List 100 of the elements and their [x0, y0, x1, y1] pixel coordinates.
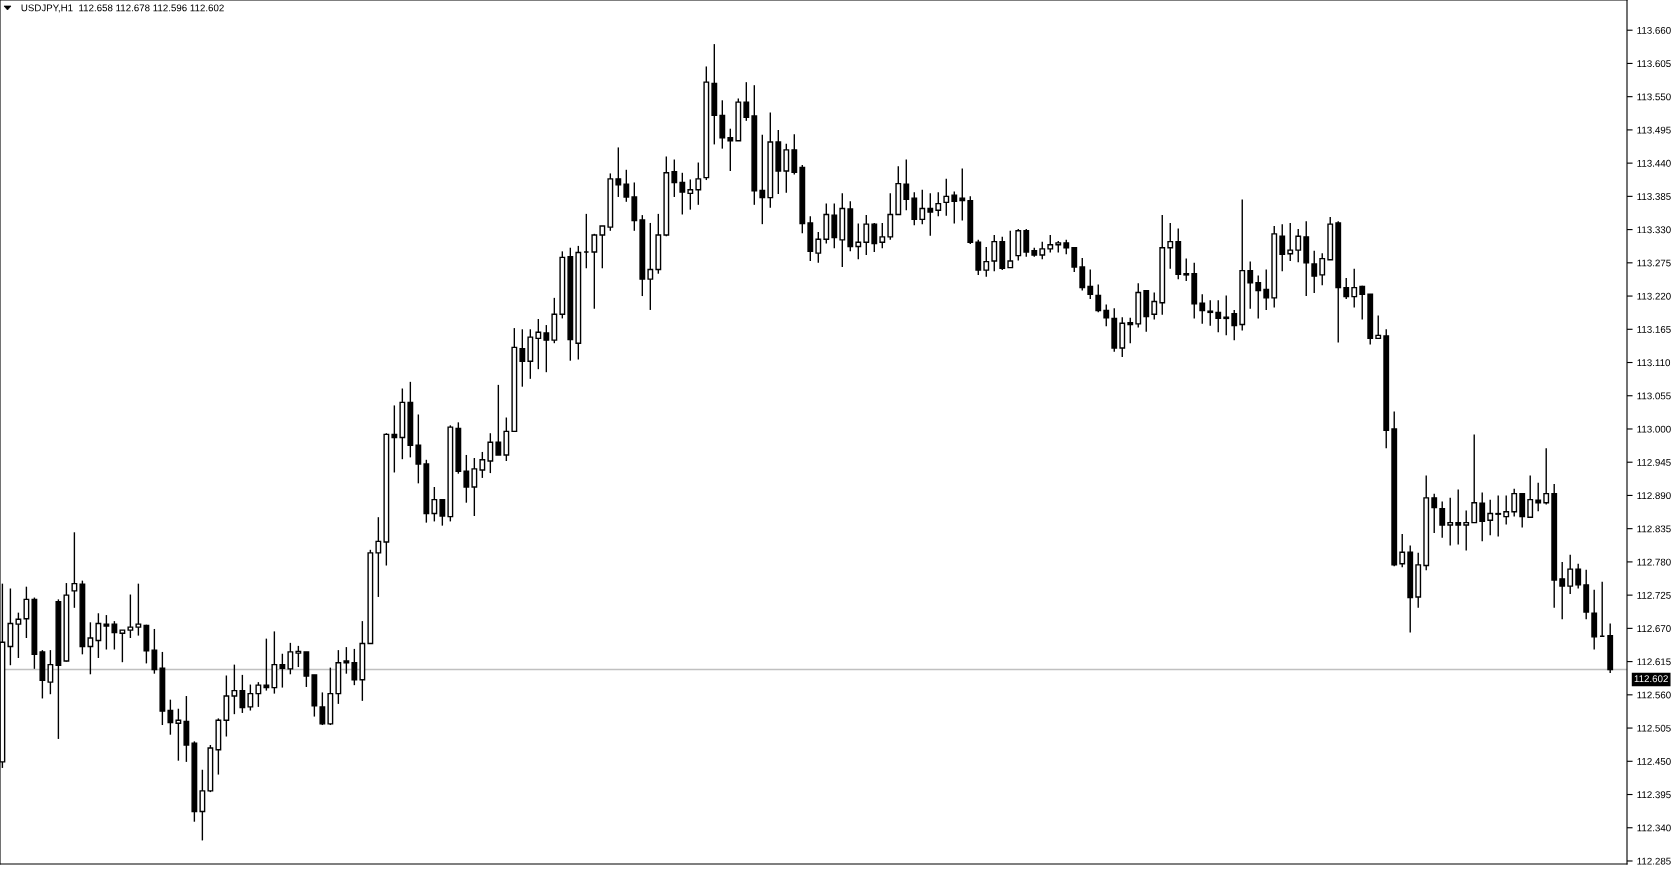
candlestick — [287, 642, 294, 675]
candlestick — [687, 178, 694, 211]
candlestick — [23, 585, 30, 639]
candlestick — [295, 645, 302, 668]
candlestick — [479, 451, 486, 479]
candlestick — [391, 404, 398, 474]
y-tick-label: 113.495 — [1637, 126, 1671, 134]
candlestick — [1479, 491, 1486, 543]
y-tick-label: 113.440 — [1637, 159, 1671, 167]
candlestick — [1319, 252, 1326, 286]
candlestick — [1495, 494, 1502, 538]
candlestick — [1591, 589, 1598, 651]
candlestick — [231, 663, 238, 715]
candlestick — [1487, 498, 1494, 537]
y-tick-label: 113.550 — [1637, 93, 1671, 101]
candlestick — [1431, 492, 1438, 534]
candlestick — [271, 630, 278, 695]
y-tick-label: 112.945 — [1637, 458, 1671, 466]
candlestick — [1279, 223, 1286, 272]
candlestick — [7, 587, 14, 666]
candlestick — [783, 143, 790, 194]
candlestick — [615, 146, 622, 198]
candlestick — [599, 225, 606, 269]
candlestick — [247, 683, 254, 712]
candlestick — [927, 192, 934, 237]
candlestick — [375, 516, 382, 598]
candlestick — [911, 191, 918, 227]
candlestick — [1519, 492, 1526, 529]
candlestick — [543, 324, 550, 373]
y-tick-label: 112.505 — [1637, 724, 1671, 732]
candlestick — [887, 192, 894, 241]
candlestick — [175, 708, 182, 762]
candlestick — [111, 620, 118, 651]
candlestick — [119, 629, 126, 663]
y-tick-label: 112.395 — [1637, 791, 1671, 799]
candlestick — [151, 628, 158, 675]
y-tick-label: 113.330 — [1637, 226, 1671, 234]
candlestick — [671, 158, 678, 198]
candlestick — [1455, 488, 1462, 546]
candlestick — [983, 246, 990, 278]
candlestick — [855, 222, 862, 260]
y-tick-label: 112.285 — [1637, 857, 1671, 865]
candlestick — [1151, 291, 1158, 321]
candlestick — [991, 234, 998, 272]
candlestick — [1215, 299, 1222, 334]
candlestick — [791, 133, 798, 176]
candlestick — [1199, 293, 1206, 325]
y-tick-label: 113.110 — [1637, 359, 1671, 367]
ref-line-label: 112.602 — [1634, 675, 1668, 683]
y-tick-label: 112.780 — [1637, 558, 1671, 566]
candlestick — [943, 178, 950, 217]
candlestick — [1535, 482, 1542, 512]
candlestick — [1511, 488, 1518, 518]
candlestick — [695, 161, 702, 206]
candlestick — [183, 695, 190, 763]
candlestick — [1223, 294, 1230, 337]
candlestick — [263, 637, 270, 692]
candlestick — [87, 621, 94, 675]
candlestick — [1567, 553, 1574, 595]
y-tick-label: 112.835 — [1637, 525, 1671, 533]
candlestick — [503, 416, 510, 462]
candlestick — [1167, 222, 1174, 270]
candlestick — [647, 222, 654, 311]
y-tick-label: 112.890 — [1637, 492, 1671, 500]
candlestick — [463, 454, 470, 504]
candlestick — [1447, 497, 1454, 547]
candlestick — [879, 222, 886, 250]
candlestick — [1183, 257, 1190, 282]
candlestick — [439, 498, 446, 527]
candlestick — [1263, 268, 1270, 311]
candlestick — [431, 486, 438, 523]
chart-title: USDJPY,H1 112.658 112.678 112.596 112.602 — [21, 4, 224, 13]
candlestick — [679, 172, 686, 216]
candlestick — [343, 646, 350, 675]
candlestick — [1375, 314, 1382, 340]
candlestick — [1007, 230, 1014, 269]
candlestick — [239, 674, 246, 714]
y-tick-label: 112.450 — [1637, 758, 1671, 765]
candlestick — [1471, 433, 1478, 524]
candlestick — [1295, 228, 1302, 263]
y-tick-label: 112.615 — [1637, 658, 1671, 666]
y-tick-label: 113.000 — [1637, 425, 1671, 433]
candlestick — [1095, 283, 1102, 314]
candlestick — [951, 190, 958, 225]
candlestick — [471, 457, 478, 517]
candlestick — [15, 611, 22, 659]
candlestick — [1399, 533, 1406, 569]
candlestick — [1127, 317, 1134, 344]
candlestick — [319, 691, 326, 726]
candlestick — [535, 318, 542, 370]
candlestick — [903, 158, 910, 211]
candlestick — [1287, 222, 1294, 262]
candlestick — [1023, 228, 1030, 258]
y-tick-label: 112.670 — [1637, 625, 1671, 632]
candlestick — [631, 181, 638, 232]
y-tick-label: 113.275 — [1637, 259, 1671, 267]
candlestick — [47, 649, 54, 695]
candlestick — [591, 233, 598, 310]
candlestick — [495, 384, 502, 456]
candlestick — [199, 769, 206, 842]
